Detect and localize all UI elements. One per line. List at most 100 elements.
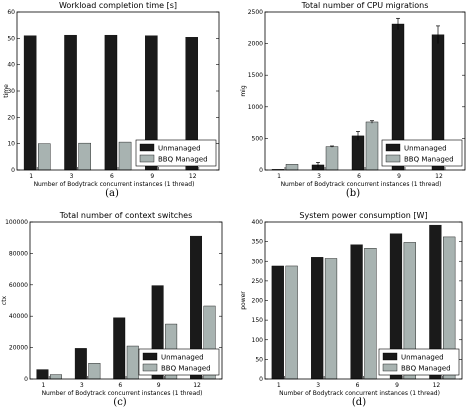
x-tick-label: 6 <box>356 382 360 389</box>
y-tick-label: 0 <box>259 167 263 174</box>
legend-swatch-managed <box>142 363 158 372</box>
managed-bar-1 <box>38 143 51 171</box>
y-tick-label: 100 <box>252 337 264 344</box>
x-tick-label: 9 <box>150 173 154 180</box>
y-tick-label: 350 <box>252 239 264 246</box>
y-tick-label: 20 <box>7 114 15 121</box>
y-tick-label: 100000 <box>5 219 28 226</box>
legend-label: Unmanaged <box>401 354 444 362</box>
chart-title: Workload completion time [s] <box>59 1 177 10</box>
managed-bar-1 <box>285 265 298 380</box>
y-tick-label: 20000 <box>9 345 28 352</box>
y-tick-label: 0 <box>24 376 28 383</box>
y-axis-label: time <box>3 84 10 98</box>
y-tick-label: 60000 <box>9 282 28 289</box>
x-tick-label: 3 <box>70 173 74 180</box>
plot-frame <box>29 221 223 380</box>
chart-title: Total number of context switches <box>59 211 193 220</box>
y-tick-label: 30 <box>7 88 15 95</box>
unmanaged-bar-3 <box>74 348 87 380</box>
plot-frame <box>16 11 220 171</box>
unmanaged-bar-1 <box>36 369 49 380</box>
unmanaged-bar-6 <box>113 317 126 380</box>
managed-bar-6 <box>118 141 132 171</box>
y-tick-label: 250 <box>252 278 264 285</box>
plot-frame <box>264 11 466 171</box>
x-axis-label: Number of Bodytrack concurrent instances… <box>34 181 195 188</box>
y-tick-label: 50 <box>255 356 263 363</box>
x-tick-label: 12 <box>433 382 441 389</box>
y-tick-label: 1500 <box>248 72 263 79</box>
x-tick-label: 1 <box>277 382 281 389</box>
subfigure-caption: (b) <box>346 188 360 199</box>
x-axis-label: Number of Bodytrack concurrent instances… <box>42 390 203 397</box>
x-tick-label: 1 <box>29 173 33 180</box>
managed-bar-3 <box>324 258 338 380</box>
managed-bar-6 <box>126 345 139 380</box>
y-axis-label: power <box>240 291 247 310</box>
y-tick-label: 80000 <box>9 250 28 257</box>
subfigure-caption: (d) <box>352 397 366 408</box>
managed-bar-3 <box>78 142 91 171</box>
legend-label: Unmanaged <box>161 354 204 362</box>
managed-bar-6 <box>365 121 379 171</box>
managed-bar-1 <box>50 374 62 380</box>
x-axis-label: Number of Bodytrack concurrent instances… <box>279 390 440 397</box>
y-tick-label: 40000 <box>9 313 28 320</box>
legend-label: Unmanaged <box>158 145 201 153</box>
x-tick-label: 1 <box>42 382 46 389</box>
legend-swatch-managed <box>139 154 155 163</box>
managed-bar-6 <box>364 248 377 380</box>
y-tick-label: 2000 <box>248 41 263 48</box>
managed-bar-3 <box>325 146 339 171</box>
x-tick-label: 3 <box>316 382 320 389</box>
unmanaged-bar-6 <box>104 34 118 171</box>
y-tick-label: 60 <box>7 9 15 16</box>
legend-swatch-unmanaged <box>385 143 401 152</box>
x-tick-label: 9 <box>395 382 399 389</box>
y-axis-label: mig <box>240 85 247 97</box>
y-tick-label: 300 <box>252 258 264 265</box>
unmanaged-bar-3 <box>311 257 324 380</box>
y-tick-label: 2500 <box>248 9 263 16</box>
y-axis-label: ctx <box>1 295 8 305</box>
unmanaged-bar-3 <box>64 34 77 171</box>
x-tick-label: 3 <box>317 173 321 180</box>
x-tick-label: 12 <box>189 173 197 180</box>
legend-label: Unmanaged <box>404 145 447 153</box>
managed-bar-3 <box>88 363 101 380</box>
x-tick-label: 6 <box>357 173 361 180</box>
unmanaged-bar-1 <box>23 35 37 171</box>
legend-swatch-unmanaged <box>142 352 158 361</box>
x-tick-label: 12 <box>435 173 443 180</box>
y-tick-label: 0 <box>259 376 263 383</box>
subfigure-caption: (a) <box>105 188 119 199</box>
legend-label: BBQ Managed <box>404 156 454 164</box>
y-tick-label: 1000 <box>248 104 263 111</box>
unmanaged-bar-6 <box>351 135 365 171</box>
x-tick-label: 12 <box>193 382 201 389</box>
plot-frame <box>264 221 463 380</box>
y-tick-label: 400 <box>252 219 264 226</box>
y-tick-label: 10 <box>7 141 15 148</box>
x-tick-label: 6 <box>118 382 122 389</box>
unmanaged-bar-6 <box>350 244 363 380</box>
legend-swatch-unmanaged <box>382 352 398 361</box>
y-tick-label: 500 <box>252 135 264 142</box>
legend-label: BBQ Managed <box>161 365 211 373</box>
x-tick-label: 9 <box>157 382 161 389</box>
x-axis-label: Number of Bodytrack concurrent instances… <box>281 181 442 188</box>
y-tick-label: 150 <box>252 317 264 324</box>
y-tick-label: 50 <box>7 35 15 42</box>
y-tick-label: 40 <box>7 62 15 69</box>
chart-title: Total number of CPU migrations <box>301 1 429 10</box>
legend-label: BBQ Managed <box>401 365 451 373</box>
y-tick-label: 200 <box>252 298 264 305</box>
legend-swatch-managed <box>382 363 398 372</box>
x-tick-label: 9 <box>397 173 401 180</box>
unmanaged-bar-1 <box>271 265 284 380</box>
chart-title: System power consumption [W] <box>299 211 427 220</box>
y-tick-label: 0 <box>11 167 15 174</box>
legend-label: BBQ Managed <box>158 156 208 164</box>
